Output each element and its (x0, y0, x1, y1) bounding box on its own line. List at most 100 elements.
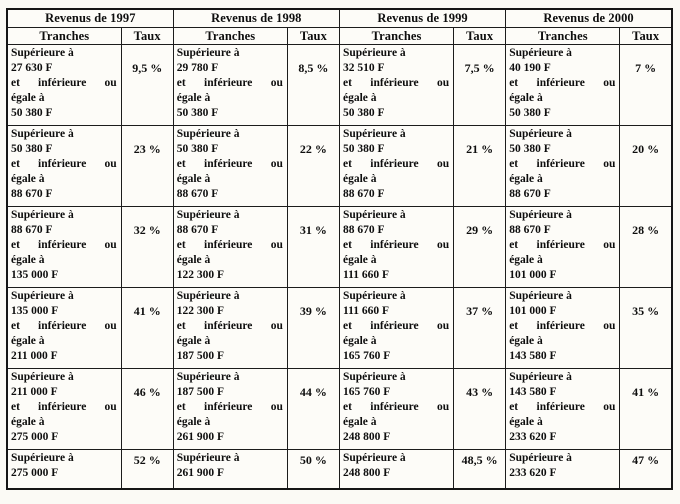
sup-label: Supérieure à (11, 208, 74, 221)
taux-header: Taux (619, 26, 673, 45)
egale-label: égale à (509, 92, 543, 105)
inf-value: 88 670 F (342, 188, 385, 201)
sup-label: Supérieure à (176, 127, 240, 140)
sup-label: Supérieure à (11, 370, 74, 383)
inf-value: 211 000 F (11, 350, 58, 363)
sup-label: Supérieure à (509, 289, 572, 302)
sup-value: 101 000 F (509, 304, 557, 317)
bracket-row: Supérieure à 88 670 F et inférieure ou égal… (6, 205, 673, 288)
inf-label: et inférieure ou (11, 238, 117, 251)
sup-label: Supérieure à (176, 370, 240, 383)
sup-value: 233 620 F (509, 466, 557, 479)
sup-value: 275 000 F (11, 466, 59, 479)
sup-value: 50 380 F (176, 142, 219, 155)
taux-cell: 7 % (619, 43, 673, 126)
inf-value: 50 380 F (509, 107, 551, 120)
tranche-cell: Supérieure à 50 380 F et inférieure ou égal… (338, 124, 455, 207)
taux-cell: 43 % (453, 367, 507, 450)
egale-label: égale à (342, 335, 377, 348)
taux-cell: 28 % (619, 205, 673, 288)
egale-label: égale à (11, 173, 45, 186)
bracket-row: Supérieure à 27 630 F et inférieure ou égal… (6, 43, 673, 126)
sup-value: 40 190 F (509, 61, 551, 74)
sup-label: Supérieure à (342, 127, 406, 140)
tranche-cell: Supérieure à 29 780 F et inférieure ou égal… (172, 43, 288, 126)
tax-brackets-table: Revenus de 1997 Revenus de 1998 Revenus … (6, 8, 673, 490)
tranche-cell: Supérieure à 27 630 F et inférieure ou égal… (6, 43, 122, 126)
sup-label: Supérieure à (509, 451, 572, 464)
sup-label: Supérieure à (176, 208, 240, 221)
sup-label: Supérieure à (176, 46, 240, 59)
taux-cell: 20 % (619, 124, 673, 207)
taux-cell: 23 % (120, 124, 174, 207)
inf-value: 135 000 F (11, 269, 59, 282)
inf-value: 248 800 F (342, 431, 391, 444)
sup-value: 29 780 F (176, 61, 219, 74)
egale-label: égale à (176, 173, 211, 186)
tranche-cell: Supérieure à 88 670 F et inférieure ou égal… (172, 205, 288, 288)
year-header-2000: Revenus de 2000 (505, 8, 673, 28)
sup-value: 165 760 F (342, 385, 391, 398)
inf-label: et inférieure ou (342, 319, 450, 332)
taux-cell: 44 % (286, 367, 340, 450)
inf-label: et inférieure ou (11, 76, 117, 89)
tranche-cell: Supérieure à 50 380 F et inférieure ou égal… (172, 124, 288, 207)
year-header-1998: Revenus de 1998 (172, 8, 340, 28)
sup-label: Supérieure à (176, 451, 240, 464)
sup-value: 27 630 F (11, 61, 53, 74)
sup-value: 32 510 F (342, 61, 385, 74)
sup-label: Supérieure à (509, 370, 572, 383)
column-header-row: Tranches Taux Tranches Taux Tranches Tau… (6, 26, 673, 45)
inf-value: 50 380 F (342, 107, 385, 120)
inf-value: 88 670 F (509, 188, 551, 201)
tranche-cell: Supérieure à 187 500 F et inférieure ou éga… (172, 367, 288, 450)
egale-label: égale à (509, 254, 543, 267)
sup-value: 50 380 F (342, 142, 385, 155)
inf-value: 50 380 F (11, 107, 53, 120)
tranche-cell: Supérieure à 165 760 F et inférieure ou éga… (338, 367, 455, 450)
egale-label: égale à (176, 416, 211, 429)
tranches-header: Tranches (338, 26, 455, 45)
sup-value: 143 580 F (509, 385, 557, 398)
taux-cell: 21 % (453, 124, 507, 207)
tranche-cell: Supérieure à 233 620 F (505, 448, 621, 490)
year-header-1999: Revenus de 1999 (338, 8, 507, 28)
sup-label: Supérieure à (342, 451, 406, 464)
egale-label: égale à (342, 416, 377, 429)
inf-label: et inférieure ou (176, 319, 283, 332)
taux-cell: 35 % (619, 286, 673, 369)
tranche-cell: Supérieure à 111 660 F et inférieure ou éga… (338, 286, 455, 369)
taux-cell: 46 % (120, 367, 174, 450)
tranche-cell: Supérieure à 88 670 F et inférieure ou égal… (6, 205, 122, 288)
sup-value: 248 800 F (342, 466, 391, 479)
inf-label: et inférieure ou (176, 238, 283, 251)
taux-header: Taux (453, 26, 507, 45)
egale-label: égale à (509, 173, 543, 186)
tranche-cell: Supérieure à 122 300 F et inférieure ou éga… (172, 286, 288, 369)
inf-value: 165 760 F (342, 350, 391, 363)
sup-label: Supérieure à (11, 127, 74, 140)
egale-label: égale à (509, 416, 543, 429)
sup-value: 50 380 F (509, 142, 551, 155)
taux-cell: 37 % (453, 286, 507, 369)
taux-cell: 41 % (120, 286, 174, 369)
year-header-row: Revenus de 1997 Revenus de 1998 Revenus … (6, 8, 673, 28)
tranches-header: Tranches (505, 26, 621, 45)
inf-value: 88 670 F (176, 188, 219, 201)
tranche-cell: Supérieure à 32 510 F et inférieure ou égal… (338, 43, 455, 126)
inf-value: 275 000 F (11, 431, 59, 444)
table-body: Supérieure à 27 630 F et inférieure ou égal… (6, 43, 673, 490)
sup-value: 88 670 F (176, 223, 219, 236)
tranche-cell: Supérieure à 101 000 F et inférieure ou éga… (505, 286, 621, 369)
sup-value: 261 900 F (176, 466, 225, 479)
taux-cell: 9,5 % (120, 43, 174, 126)
inf-value: 261 900 F (176, 431, 225, 444)
inf-label: et inférieure ou (342, 238, 450, 251)
taux-cell: 31 % (286, 205, 340, 288)
sup-value: 88 670 F (509, 223, 551, 236)
tranche-cell: Supérieure à 275 000 F (6, 448, 122, 490)
egale-label: égale à (11, 416, 45, 429)
tranche-cell: Supérieure à 40 190 F et inférieure ou égal… (505, 43, 621, 126)
inf-value: 122 300 F (176, 269, 225, 282)
